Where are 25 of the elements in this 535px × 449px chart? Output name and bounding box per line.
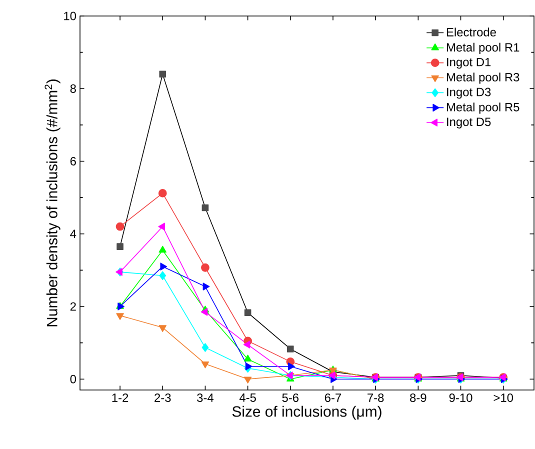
x-tick-label: 1-2	[112, 394, 128, 402]
x-tick-label: 5-6	[282, 394, 299, 402]
x-tick-label: 2-3	[154, 394, 171, 402]
legend-label: Electrode	[446, 28, 496, 36]
x-tick-label: 3-4	[197, 394, 214, 402]
y-tick-label: 6	[70, 157, 76, 166]
y-tick-label: 2	[70, 302, 76, 311]
legend-label: Metal pool R1	[446, 42, 520, 54]
x-tick-label: 7-8	[368, 394, 384, 402]
y-axis-title: Number density of inclusions (#/mm$^{2}$)	[44, 80, 60, 326]
x-tick-label: 9-10	[449, 394, 472, 402]
x-axis-title: Size of inclusions (μm)	[232, 406, 382, 420]
legend-label: Metal pool R5	[446, 102, 520, 114]
legend-label: Ingot D3	[447, 88, 491, 99]
legend-label: Ingot D1	[447, 58, 491, 69]
x-tick-label: 4-5	[239, 394, 256, 402]
x-tick-label: 8-9	[410, 394, 426, 402]
legend-label: Metal pool R3	[446, 72, 520, 84]
y-tick-label: 8	[70, 84, 76, 93]
legend-label: Ingot D5	[447, 118, 491, 128]
x-tick-label: >10	[494, 394, 514, 402]
y-tick-label: 10	[64, 12, 76, 20]
x-tick-label: 6-7	[324, 394, 342, 402]
y-tick-label: 0	[70, 374, 76, 384]
y-tick-label: 4	[70, 230, 76, 238]
